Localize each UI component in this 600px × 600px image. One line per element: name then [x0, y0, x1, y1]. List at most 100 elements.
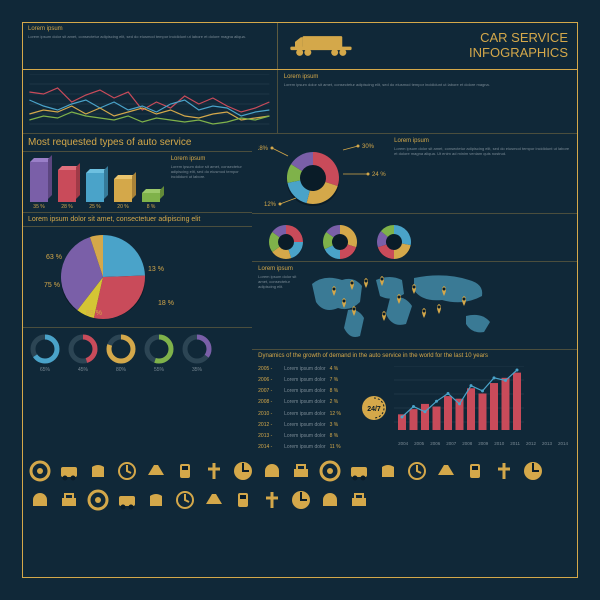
- svg-text:18%: 18%: [258, 146, 269, 152]
- service-icon: [173, 488, 197, 512]
- dynamics-row: 2012 -Lorem ipsum dolor3 %: [258, 422, 354, 428]
- right-column: 30% 24 % 18% 12% Lorem ipsum Lorem ipsum do…: [252, 134, 578, 454]
- svg-text:24 %: 24 %: [372, 172, 386, 178]
- service-icon: [144, 488, 168, 512]
- header: Lorem ipsum Lorem ipsum dolor sit amet, …: [22, 22, 578, 70]
- bars-panel: 35 % 28 % 25 % 20 % 8 % Lorem ipsum Lore…: [22, 152, 252, 213]
- svg-text:18 %: 18 %: [158, 300, 174, 307]
- small-donut: [374, 222, 414, 267]
- service-icon: [521, 459, 545, 483]
- dynamics-years-axis: 2004200520062007200820092010201120122013…: [394, 441, 572, 446]
- main-title: CAR SERVICE INFOGRAPHICS: [469, 31, 568, 61]
- service-icon: [289, 459, 313, 483]
- service-icon: [57, 459, 81, 483]
- service-icon: [202, 459, 226, 483]
- infographic-page: Lorem ipsum Lorem ipsum dolor sit amet, …: [0, 0, 600, 600]
- service-icon: [318, 459, 342, 483]
- progress-donut: 45%: [68, 334, 98, 373]
- service-icon: [260, 459, 284, 483]
- service-icon: [231, 488, 255, 512]
- main-donut-chart: 30% 24 % 18% 12%: [258, 138, 388, 210]
- row-2: Most requested types of auto service 35 …: [22, 134, 578, 454]
- dynamics-row: 2007 -Lorem ipsum dolor8 %: [258, 388, 354, 394]
- dynamics-panel: 2005 -Lorem ipsum dolor4 % 2006 -Lorem ip…: [252, 362, 578, 454]
- service-icon: [57, 488, 81, 512]
- main-title-line1: CAR SERVICE: [469, 31, 568, 46]
- main-pie-chart: 63 % 75 % 18 % 89 % 13 %: [28, 233, 178, 321]
- line-chart-1-panel: [22, 70, 278, 134]
- dynamics-row: 2006 -Lorem ipsum dolor7 %: [258, 377, 354, 383]
- service-icon: [115, 459, 139, 483]
- dynamics-row: 2013 -Lorem ipsum dolor8 %: [258, 433, 354, 439]
- progress-donut: 35%: [182, 334, 212, 373]
- service-icon: [86, 488, 110, 512]
- left-column: Most requested types of auto service 35 …: [22, 134, 252, 454]
- bars-right-body: Lorem ipsum dolor sit amet, consectetur …: [171, 164, 246, 180]
- pie-row: 63 % 75 % 18 % 89 % 13 %: [22, 227, 252, 328]
- bar-3d: 28 %: [58, 158, 76, 210]
- dynamics-row: 2005 -Lorem ipsum dolor4 %: [258, 366, 354, 372]
- header-left-body: Lorem ipsum dolor sit amet, consectetur …: [28, 34, 271, 39]
- most-requested-title: Most requested types of auto service: [22, 134, 252, 152]
- svg-text:63 %: 63 %: [46, 254, 62, 261]
- header-right-panel: CAR SERVICE INFOGRAPHICS: [278, 22, 578, 69]
- dynamics-title: Dynamics of the growth of demand in the …: [252, 350, 578, 362]
- service-icon: [318, 488, 342, 512]
- small-donut: [266, 222, 306, 267]
- bar-3d: 35 %: [30, 158, 48, 210]
- pie-section-title: Lorem ipsum dolor sit amet, consectetuer…: [22, 213, 252, 227]
- small-donuts-row: 65% 45% 80% 55% 35%: [22, 328, 252, 379]
- service-icon: [231, 459, 255, 483]
- donut-right-body: Lorem ipsum dolor sit amet, consectetur …: [394, 146, 572, 156]
- world-map-panel: Lorem ipsum Lorem ipsum dolor sit amet, …: [252, 262, 578, 350]
- bar-3d: 25 %: [86, 158, 104, 210]
- dynamics-labels: 2005 -Lorem ipsum dolor4 % 2006 -Lorem ip…: [258, 366, 354, 450]
- donut-strip-panel: [252, 214, 578, 262]
- donut-right-title: Lorem ipsum: [394, 138, 572, 144]
- map-title: Lorem ipsum: [258, 266, 298, 272]
- service-icon: [376, 459, 400, 483]
- svg-text:13 %: 13 %: [148, 266, 164, 273]
- small-donut: [320, 222, 360, 267]
- service-icon: [434, 459, 458, 483]
- bar-3d: 20 %: [114, 158, 132, 210]
- svg-text:75 %: 75 %: [44, 282, 60, 289]
- dynamics-row: 2010 -Lorem ipsum dolor12 %: [258, 411, 354, 417]
- badge-247-text: 24/7: [367, 406, 381, 413]
- svg-text:12%: 12%: [264, 202, 277, 208]
- dynamics-row: 2008 -Lorem ipsum dolor2 %: [258, 399, 354, 405]
- service-icon: [28, 488, 52, 512]
- service-icon: [28, 459, 52, 483]
- line-chart-1: [28, 74, 271, 130]
- service-icon: [347, 488, 371, 512]
- icon-footer: [22, 454, 578, 522]
- service-icon: [289, 488, 313, 512]
- world-map: [304, 266, 514, 346]
- service-icon: [86, 459, 110, 483]
- bar-3d: 8 %: [142, 158, 160, 210]
- line-chart-2-body: Lorem ipsum dolor sit amet, consectetur …: [284, 82, 572, 87]
- header-left-panel: Lorem ipsum Lorem ipsum dolor sit amet, …: [22, 22, 278, 69]
- service-icon: [405, 459, 429, 483]
- svg-text:89 %: 89 %: [86, 310, 102, 317]
- service-icon: [202, 488, 226, 512]
- progress-donut: 80%: [106, 334, 136, 373]
- truck-icon: [288, 29, 358, 63]
- badge-247-icon: 24/7: [360, 394, 388, 422]
- row-line-charts: Lorem ipsum Lorem ipsum dolor sit amet, …: [22, 70, 578, 134]
- service-icon: [115, 488, 139, 512]
- progress-donut: 65%: [30, 334, 60, 373]
- service-icon: [144, 459, 168, 483]
- line-chart-2-panel: Lorem ipsum Lorem ipsum dolor sit amet, …: [278, 70, 578, 134]
- line-chart-2-title: Lorem ipsum: [284, 74, 572, 80]
- service-icon: [173, 459, 197, 483]
- bars-right-title: Lorem ipsum: [171, 156, 246, 162]
- header-left-title: Lorem ipsum: [28, 26, 271, 32]
- main-title-line2: INFOGRAPHICS: [469, 46, 568, 61]
- service-icon: [463, 459, 487, 483]
- progress-donut: 55%: [144, 334, 174, 373]
- service-icon: [260, 488, 284, 512]
- svg-text:30%: 30%: [362, 144, 375, 150]
- service-icon: [492, 459, 516, 483]
- service-icon: [347, 459, 371, 483]
